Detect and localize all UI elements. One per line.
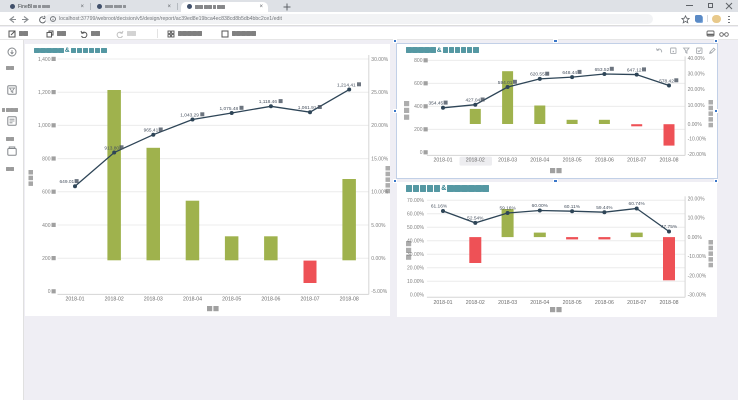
svg-text:60.00%: 60.00% — [532, 203, 549, 209]
svg-text:600: 600 — [414, 81, 423, 87]
svg-text:25.00%: 25.00% — [371, 90, 389, 96]
svg-text:649.01: 649.01 — [60, 179, 75, 185]
svg-text:600: 600 — [42, 190, 51, 196]
svg-text:648.44: 648.44 — [562, 70, 577, 76]
svg-text:61.16%: 61.16% — [431, 204, 448, 210]
svg-text:60.74%: 60.74% — [629, 201, 646, 207]
svg-text:-20.00%: -20.00% — [688, 152, 707, 158]
svg-text:354.45: 354.45 — [429, 101, 444, 107]
svg-text:1,214.41: 1,214.41 — [337, 82, 356, 88]
svg-text:2018-07: 2018-07 — [627, 300, 646, 306]
svg-text:578.42: 578.42 — [659, 78, 674, 84]
svg-text:594.01: 594.01 — [498, 80, 513, 86]
svg-text:2018-08: 2018-08 — [659, 300, 678, 306]
svg-text:647.12: 647.12 — [627, 67, 642, 73]
svg-text:800: 800 — [42, 156, 51, 162]
svg-text:0.00%: 0.00% — [688, 122, 703, 128]
svg-text:200: 200 — [414, 127, 423, 133]
svg-text:200: 200 — [42, 256, 51, 262]
svg-text:-5.00%: -5.00% — [371, 289, 387, 295]
svg-text:-10.00%: -10.00% — [688, 137, 707, 143]
svg-text:1,075.48: 1,075.48 — [220, 106, 239, 112]
svg-text:10.00%: 10.00% — [371, 190, 389, 196]
svg-text:20.00%: 20.00% — [688, 87, 706, 93]
svg-text:20.00%: 20.00% — [371, 123, 389, 129]
svg-text:2018-03: 2018-03 — [498, 157, 517, 163]
svg-text:70.00%: 70.00% — [407, 198, 425, 204]
svg-text:2018-06: 2018-06 — [595, 300, 614, 306]
svg-text:620.55: 620.55 — [530, 72, 545, 78]
svg-text:59.44%: 59.44% — [596, 205, 613, 211]
svg-text:2018-08: 2018-08 — [659, 157, 678, 163]
svg-text:0.00%: 0.00% — [410, 293, 425, 299]
svg-text:2018-01: 2018-01 — [433, 300, 452, 306]
svg-text:2018-02: 2018-02 — [466, 300, 485, 306]
svg-text:20.00%: 20.00% — [688, 197, 706, 203]
svg-text:2018-07: 2018-07 — [300, 296, 319, 302]
svg-text:5.00%: 5.00% — [371, 223, 386, 229]
svg-text:2018-01: 2018-01 — [65, 296, 84, 302]
svg-text:913.80: 913.80 — [104, 145, 119, 151]
svg-text:20.00%: 20.00% — [407, 266, 425, 272]
svg-text:400: 400 — [414, 104, 423, 110]
svg-text:59.16%: 59.16% — [499, 206, 516, 212]
svg-text:10.00%: 10.00% — [407, 279, 425, 285]
svg-text:2018-04: 2018-04 — [183, 296, 202, 302]
svg-text:653.52: 653.52 — [595, 67, 610, 73]
svg-text:1,400: 1,400 — [38, 57, 51, 63]
svg-text:40.00%: 40.00% — [688, 56, 706, 62]
svg-text:2018-07: 2018-07 — [627, 157, 646, 163]
svg-text:0.00%: 0.00% — [688, 235, 703, 241]
svg-text:52.54%: 52.54% — [467, 216, 484, 222]
svg-text:400: 400 — [42, 223, 51, 229]
svg-text:40.00%: 40.00% — [407, 239, 425, 245]
svg-text:2018-05: 2018-05 — [563, 300, 582, 306]
svg-text:2018-05: 2018-05 — [222, 296, 241, 302]
svg-text:2018-05: 2018-05 — [563, 157, 582, 163]
svg-text:-30.00%: -30.00% — [688, 293, 707, 299]
svg-text:60.00%: 60.00% — [407, 212, 425, 218]
svg-text:30.00%: 30.00% — [371, 57, 389, 63]
svg-text:-20.00%: -20.00% — [688, 273, 707, 279]
svg-text:2018-02: 2018-02 — [105, 296, 124, 302]
svg-text:2018-08: 2018-08 — [340, 296, 359, 302]
svg-text:-10.00%: -10.00% — [688, 254, 707, 260]
svg-text:1,200: 1,200 — [38, 90, 51, 96]
svg-text:427.04: 427.04 — [466, 98, 481, 104]
svg-text:2018-03: 2018-03 — [498, 300, 517, 306]
svg-text:50.00%: 50.00% — [407, 225, 425, 231]
svg-text:0: 0 — [420, 150, 423, 156]
svg-text:60.11%: 60.11% — [564, 204, 581, 210]
svg-text:1,043.29: 1,043.29 — [180, 112, 199, 118]
svg-text:1,000: 1,000 — [38, 123, 51, 129]
svg-text:2018-03: 2018-03 — [144, 296, 163, 302]
svg-text:10.00%: 10.00% — [688, 216, 706, 222]
svg-text:800: 800 — [414, 58, 423, 64]
svg-text:30.00%: 30.00% — [688, 72, 706, 78]
svg-text:1,118.46: 1,118.46 — [259, 99, 278, 105]
svg-text:1,061.91: 1,061.91 — [298, 105, 317, 111]
svg-text:15.00%: 15.00% — [371, 156, 389, 162]
svg-text:965.41: 965.41 — [144, 128, 159, 134]
svg-text:2018-06: 2018-06 — [261, 296, 280, 302]
svg-text:0.00%: 0.00% — [371, 256, 386, 262]
svg-text:2018-04: 2018-04 — [530, 300, 549, 306]
svg-text:2018-01: 2018-01 — [433, 157, 452, 163]
svg-text:47.75%: 47.75% — [661, 224, 678, 230]
svg-text:2018-02: 2018-02 — [466, 157, 485, 163]
svg-text:2018-04: 2018-04 — [530, 157, 549, 163]
svg-text:30.00%: 30.00% — [407, 252, 425, 258]
svg-text:10.00%: 10.00% — [688, 103, 706, 109]
svg-text:2018-06: 2018-06 — [595, 157, 614, 163]
svg-text:0: 0 — [48, 289, 51, 295]
